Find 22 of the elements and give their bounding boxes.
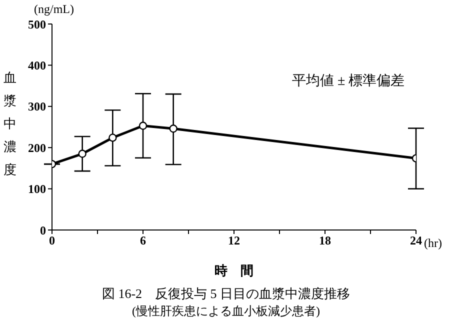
- x-tick-label: 18: [319, 234, 331, 248]
- point: [108, 134, 117, 142]
- y-tick-label: 300: [28, 100, 46, 114]
- text: (ng/mL): [34, 2, 74, 17]
- text: 図 16-2 反復投与 5 日目の血漿中濃度推移: [100, 285, 352, 303]
- point: [169, 124, 178, 133]
- y-axis-title: 血漿中濃度: [3, 69, 17, 179]
- x-tick-label: 12: [228, 234, 240, 248]
- x-tick-label: 24: [410, 234, 422, 248]
- point: [78, 150, 86, 158]
- text: (hr): [424, 236, 442, 251]
- x-tick-label: 6: [140, 234, 146, 248]
- text: (慢性肝疾患による血小板減少患者): [131, 303, 321, 320]
- x-axis-title: 時 間: [214, 262, 254, 280]
- y-tick-label: 100: [28, 182, 46, 196]
- x-tick-label: 0: [49, 234, 55, 248]
- y-tick-label: 200: [28, 140, 46, 155]
- y-tick-label: 0: [40, 223, 46, 238]
- annotation: 平均値 ± 標準偏差: [292, 72, 405, 90]
- y-tick-label: 500: [28, 17, 46, 32]
- point: [138, 122, 148, 130]
- y-tick-label: 400: [28, 58, 46, 72]
